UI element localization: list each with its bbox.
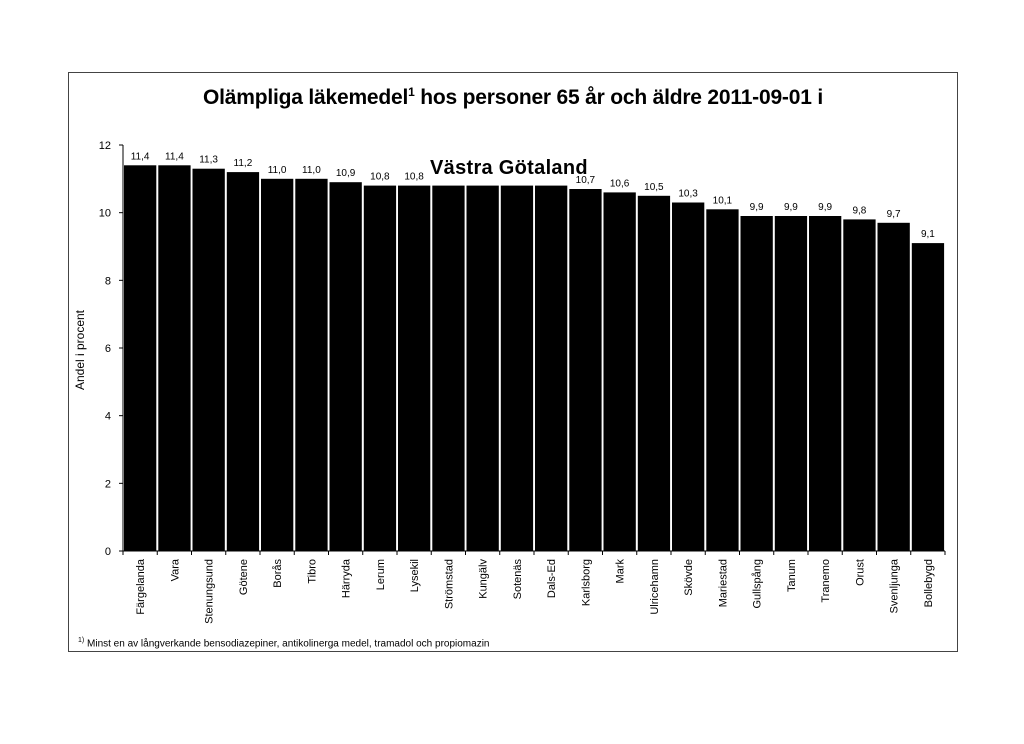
data-label: 9,7 — [887, 209, 901, 220]
data-label: 9,1 — [921, 229, 935, 240]
x-tick-label: Stenungsund — [204, 559, 216, 624]
data-label: 9,9 — [750, 202, 764, 213]
x-tick-label: Dals-Ed — [546, 559, 558, 598]
bar-bor-s — [261, 178, 294, 552]
x-tick-label: Tanum — [786, 559, 798, 592]
bar-sk-vde — [672, 202, 705, 551]
x-tick-label: Götene — [238, 559, 250, 595]
bar-str-mstad — [432, 185, 465, 551]
bar-vara — [158, 165, 191, 552]
bar-svenljunga — [877, 222, 910, 552]
data-label: 11,0 — [268, 165, 287, 176]
x-tick-label: Sotenäs — [512, 559, 524, 600]
x-tick-label: Svenljunga — [889, 558, 901, 613]
bar-g-tene — [226, 172, 260, 551]
y-tick-label: 6 — [105, 343, 111, 355]
x-tick-label: Strömstad — [443, 559, 455, 609]
x-tick-label: Lysekil — [409, 559, 421, 592]
x-tick-label: Orust — [854, 559, 866, 586]
data-label: 10,1 — [713, 195, 733, 206]
bar-mariestad — [706, 209, 739, 552]
x-tick-label: Färgelanda — [135, 558, 147, 615]
x-tick-label: Bollebygd — [923, 559, 935, 607]
y-tick-label: 8 — [105, 275, 111, 287]
bar-lerum — [363, 185, 397, 551]
bar-tanum — [774, 216, 808, 551]
bar-lysekil — [398, 185, 431, 551]
x-tick-label: Gullspång — [752, 559, 764, 609]
data-label: 10,3 — [678, 189, 698, 200]
data-label: 11,2 — [234, 158, 253, 169]
data-label: 11,4 — [131, 151, 150, 162]
data-label: 10,9 — [336, 168, 356, 179]
data-label: 9,8 — [852, 205, 866, 216]
bar-ulricehamn — [637, 195, 671, 552]
bar-dals-ed — [535, 185, 568, 551]
bar-h-rryda — [329, 182, 362, 551]
bar-f-rgelanda — [124, 165, 157, 552]
x-tick-label: Kungälv — [478, 559, 490, 599]
bar-gullsp-ng — [740, 216, 773, 551]
data-label: 10,8 — [370, 172, 390, 183]
data-label: 9,9 — [784, 202, 798, 213]
bar-kung-lv — [466, 185, 499, 551]
y-tick-label: 4 — [105, 411, 111, 423]
x-tick-label: Ulricehamn — [649, 559, 661, 615]
chart-subtitle: Västra Götaland — [430, 157, 588, 179]
x-tick-label: Tibro — [306, 559, 318, 584]
data-label: 11,3 — [199, 155, 218, 166]
bar-mark — [603, 192, 636, 551]
data-label: 10,5 — [644, 182, 664, 193]
x-tick-label: Tranemo — [820, 559, 832, 603]
bar-tibro — [295, 178, 328, 552]
data-label: 10,6 — [610, 178, 630, 189]
x-tick-label: Vara — [169, 558, 181, 581]
x-tick-label: Mark — [615, 559, 627, 584]
x-tick-label: Skövde — [683, 559, 695, 596]
chart-title: Olämpliga läkemedel1 hos personer 65 år … — [203, 85, 823, 109]
x-tick-label: Borås — [272, 559, 284, 588]
y-tick-label: 0 — [105, 546, 111, 558]
data-label: 10,7 — [576, 175, 596, 186]
bar-stenungsund — [192, 168, 225, 551]
bar-orust — [843, 219, 876, 551]
x-tick-label: Härryda — [341, 558, 353, 598]
footnote-text: Minst en av långverkande bensodiazepiner… — [84, 638, 490, 650]
y-tick-label: 10 — [99, 208, 111, 220]
x-tick-label: Mariestad — [717, 559, 729, 607]
data-label: 9,9 — [818, 202, 832, 213]
data-label: 11,4 — [165, 151, 184, 162]
y-tick-label: 2 — [105, 478, 111, 490]
bar-soten-s — [500, 185, 534, 551]
data-label: 11,0 — [302, 165, 321, 176]
y-tick-label: 12 — [99, 140, 111, 152]
footnote: 1) Minst en av långverkande bensodiazepi… — [78, 637, 489, 649]
footnote-marker: 1) — [78, 637, 85, 644]
x-tick-label: Lerum — [375, 559, 387, 590]
bar-karlsborg — [569, 189, 602, 551]
bar-tranemo — [809, 216, 842, 551]
data-label: 10,8 — [404, 172, 424, 183]
x-tick-label: Karlsborg — [580, 559, 592, 606]
chart-frame — [68, 72, 958, 652]
bar-bollebygd — [911, 243, 945, 551]
